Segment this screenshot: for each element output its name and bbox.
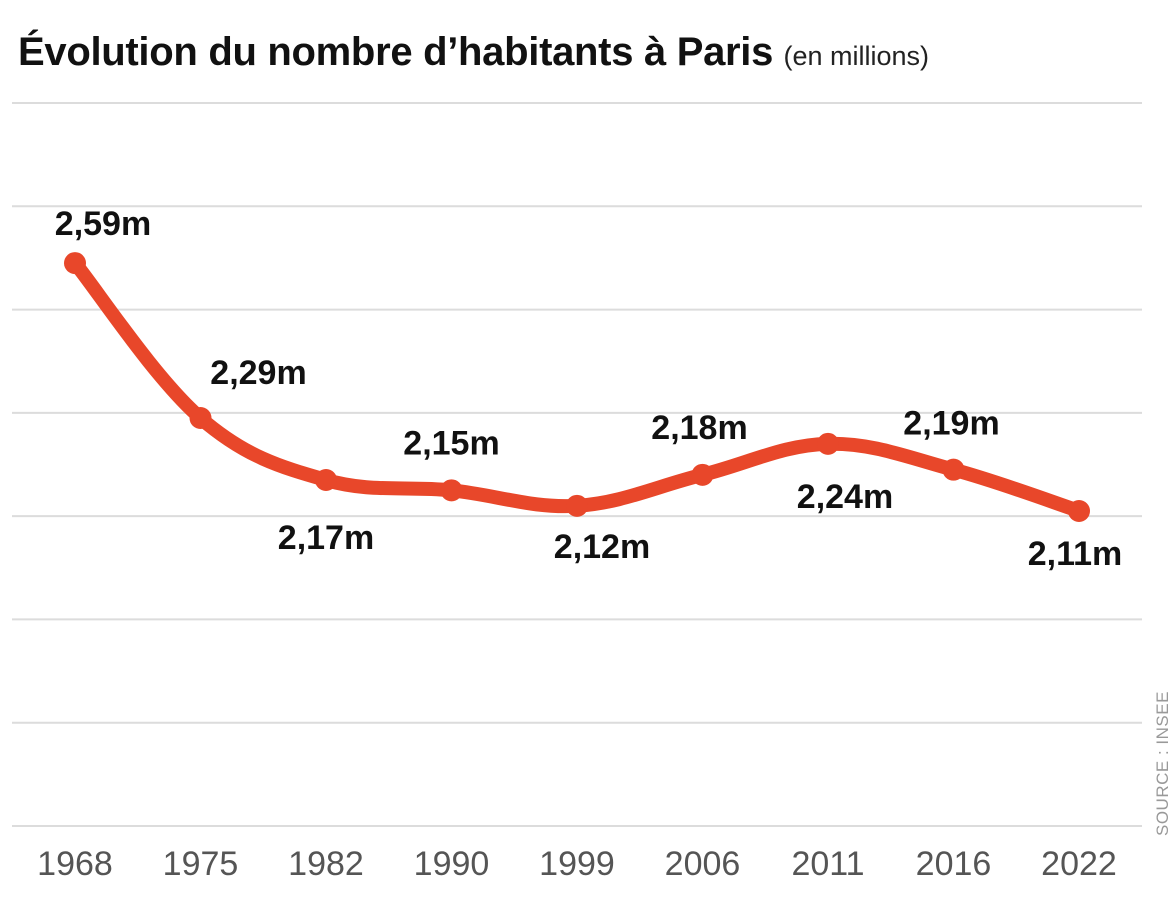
x-tick-label: 2011 <box>791 845 864 883</box>
data-point <box>942 458 965 481</box>
x-tick-label: 2016 <box>916 845 992 883</box>
data-label: 2,12m <box>554 528 650 566</box>
x-axis-labels: 1968 1975 1982 1990 1999 2006 2011 2016 2022 <box>37 845 1117 883</box>
data-point <box>64 252 86 275</box>
data-label: 2,29m <box>210 354 306 392</box>
x-tick-label: 1990 <box>414 845 490 883</box>
data-point <box>566 494 588 517</box>
data-label: 2,19m <box>903 405 999 443</box>
data-point <box>1068 499 1090 522</box>
gridlines <box>12 102 1142 827</box>
chart-title-block: Évolution du nombre d’habitants à Paris … <box>18 30 929 75</box>
x-tick-label: 1999 <box>539 845 615 883</box>
data-point <box>440 479 463 502</box>
chart-subtitle: (en millions) <box>783 41 930 71</box>
data-point <box>189 407 212 430</box>
data-label: 2,18m <box>651 409 747 447</box>
source-note: SOURCE : INSEE <box>1153 691 1172 836</box>
x-tick-label: 1982 <box>288 845 364 883</box>
x-tick-label: 1968 <box>37 845 113 883</box>
data-label: 2,11m <box>1028 535 1123 573</box>
data-labels: 2,59m 2,29m 2,17m 2,15m 2,12m 2,18m 2,24m 2,19m… <box>55 205 1122 573</box>
x-tick-label: 2006 <box>665 845 741 883</box>
data-label: 2,59m <box>55 205 151 243</box>
x-tick-label: 2022 <box>1041 845 1117 883</box>
data-point <box>691 463 714 486</box>
chart-title: Évolution du nombre d’habitants à Paris <box>18 30 774 74</box>
data-points <box>64 252 1090 522</box>
data-point <box>315 468 337 491</box>
data-point <box>817 432 839 455</box>
x-tick-label: 1975 <box>163 845 239 883</box>
data-label: 2,15m <box>403 424 499 462</box>
data-label: 2,17m <box>278 519 374 557</box>
data-label: 2,24m <box>797 478 893 516</box>
